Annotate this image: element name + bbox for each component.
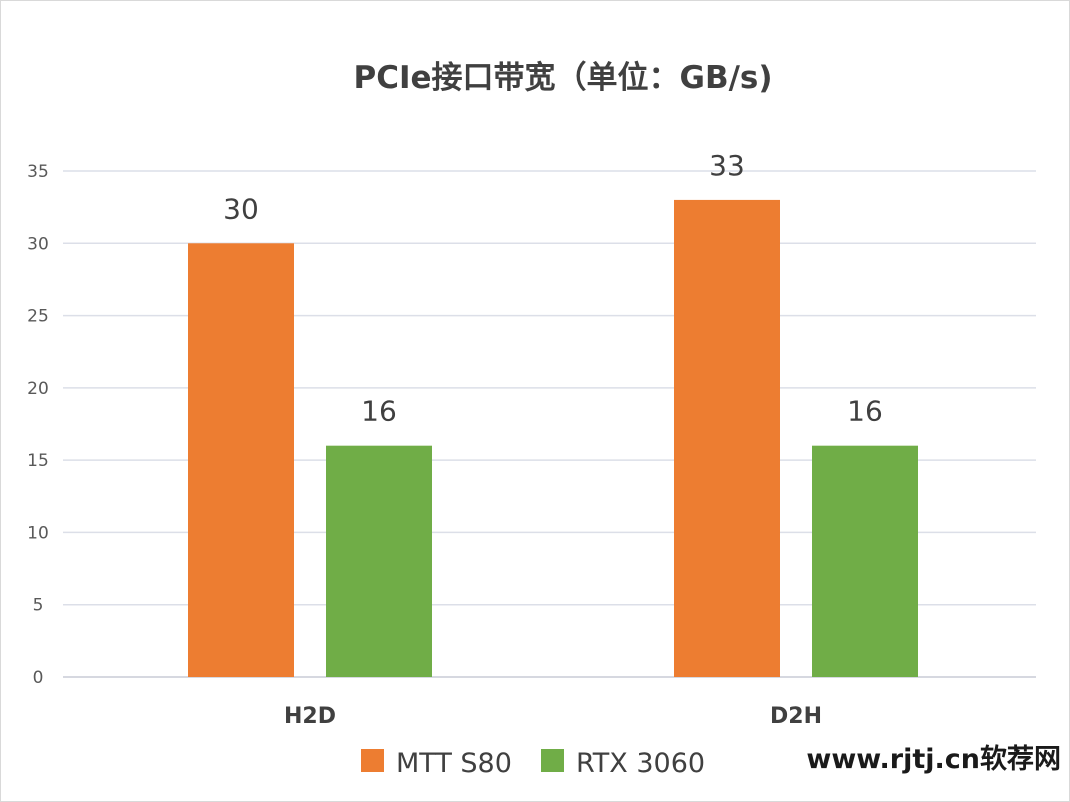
bar-rtx-3060-d2h (812, 445, 918, 677)
bar-mtt-s80-h2d (188, 243, 294, 678)
data-labels: 30 33 16 16 (223, 149, 883, 428)
data-label: 16 (847, 395, 883, 428)
legend-swatch (541, 749, 564, 772)
x-category-label: D2H (770, 704, 822, 729)
y-axis-ticks: 0 5 10 15 20 25 30 35 (27, 162, 49, 688)
bar-rtx-3060-h2d (326, 445, 432, 677)
y-tick-label: 35 (27, 162, 49, 182)
y-tick-label: 0 (33, 668, 44, 688)
legend-swatch (361, 749, 384, 772)
data-label: 30 (223, 192, 259, 225)
bar-mtt-s80-d2h (674, 199, 780, 677)
data-label: 16 (361, 395, 397, 428)
y-tick-label: 25 (27, 307, 49, 327)
bars (188, 199, 918, 678)
y-tick-label: 20 (27, 379, 49, 399)
chart-title: PCIe接口带宽（单位：GB/s) (353, 60, 772, 96)
x-category-label: H2D (284, 704, 336, 729)
y-tick-label: 10 (27, 523, 49, 543)
watermark-text: www.rjtj.cn软荐网 (806, 744, 1061, 775)
y-tick-label: 30 (27, 234, 49, 254)
legend-label: MTT S80 (396, 748, 512, 779)
legend-label: RTX 3060 (576, 748, 705, 779)
legend: MTT S80 RTX 3060 (361, 748, 705, 779)
y-tick-label: 5 (33, 596, 44, 616)
x-axis-categories: H2D D2H (284, 704, 822, 729)
y-tick-label: 15 (27, 451, 49, 471)
data-label: 33 (709, 149, 745, 182)
